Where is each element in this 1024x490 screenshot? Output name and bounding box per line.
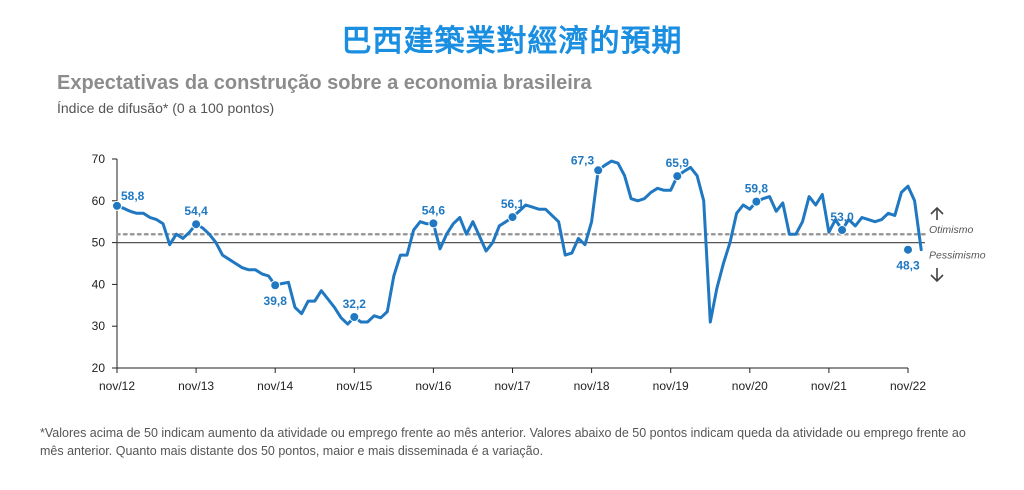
x-tick-label: nov/18	[574, 379, 610, 393]
zone-label-pessimismo: Pessimismo	[929, 250, 986, 262]
series-line	[115, 159, 923, 326]
data-point-marker	[593, 165, 604, 176]
chart-title: Expectativas da construção sobre a econo…	[57, 72, 592, 94]
y-tick-label: 60	[92, 194, 106, 208]
up-arrow-icon	[930, 206, 944, 220]
chart-annotations: 58,8 54,4 39,8 32,2 54,6 56,1 67,3 65,9 59,8 53,0…	[112, 153, 920, 323]
data-label: 53,0	[830, 210, 854, 224]
x-tick-label: nov/22	[890, 379, 926, 393]
data-point-marker	[507, 212, 518, 223]
data-point-marker	[270, 280, 281, 291]
data-label: 59,8	[745, 182, 769, 196]
data-point-marker	[837, 225, 848, 236]
data-label: 48,3	[896, 259, 920, 273]
y-tick-label: 30	[92, 319, 106, 333]
x-tick-label: nov/13	[178, 379, 214, 393]
data-label: 54,4	[184, 204, 208, 218]
data-point-marker	[428, 218, 439, 229]
x-tick-label: nov/20	[732, 379, 768, 393]
data-label: 54,6	[422, 203, 446, 217]
x-tick-label: nov/16	[415, 379, 451, 393]
down-arrow-icon	[930, 268, 944, 283]
banner-title: 巴西建築業對經濟的預期	[341, 24, 683, 59]
chart-subtitle: Índice de difusão* (0 a 100 pontos)	[57, 100, 275, 116]
data-point-marker	[903, 244, 913, 255]
chart-series	[115, 159, 923, 326]
x-tick-label: nov/15	[336, 379, 372, 393]
data-label: 56,1	[501, 197, 525, 211]
x-tick-label: nov/12	[99, 379, 135, 393]
data-label: 32,2	[343, 297, 367, 311]
data-point-marker	[751, 196, 762, 207]
y-tick-label: 50	[92, 236, 106, 250]
data-label: 58,8	[121, 189, 145, 203]
x-tick-label: nov/21	[811, 379, 847, 393]
data-label: 39,8	[264, 294, 288, 308]
data-point-marker	[191, 219, 202, 230]
data-label: 65,9	[666, 156, 690, 170]
data-point-marker	[672, 171, 683, 182]
chart-axes: 20 30 40 50 60 70 nov/12 nov/13 nov/14 nov/15 nov/…	[92, 152, 986, 393]
y-tick-label: 20	[92, 361, 106, 375]
x-tick-label: nov/17	[494, 379, 530, 393]
footnote: *Valores acima de 50 indicam aumento da …	[40, 426, 966, 458]
data-point-marker	[349, 312, 360, 323]
y-tick-label: 70	[92, 152, 106, 166]
zone-label-otimismo: Otimismo	[929, 224, 973, 236]
data-point-marker	[112, 200, 122, 211]
x-tick-label: nov/19	[653, 379, 689, 393]
data-label: 67,3	[571, 153, 595, 167]
x-tick-label: nov/14	[257, 379, 293, 393]
y-tick-label: 40	[92, 277, 106, 291]
